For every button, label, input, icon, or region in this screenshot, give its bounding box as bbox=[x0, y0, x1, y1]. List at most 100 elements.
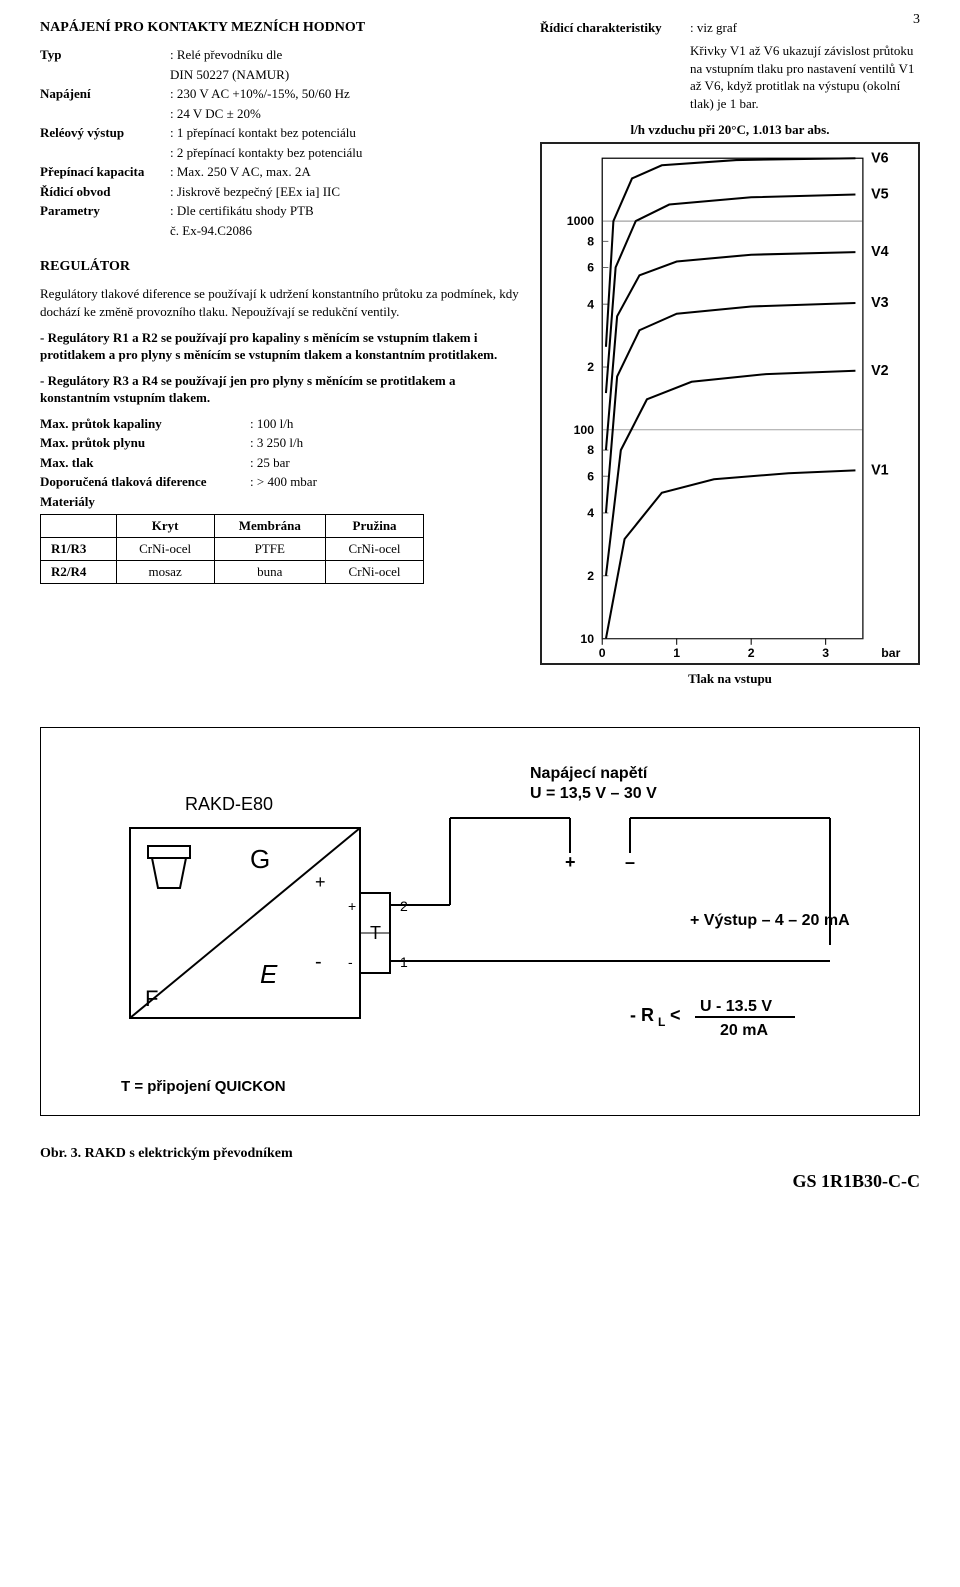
table-row: R2/R4mosazbunaCrNi-ocel bbox=[41, 561, 424, 584]
svg-text:V3: V3 bbox=[871, 295, 889, 311]
svg-text:V4: V4 bbox=[871, 244, 889, 260]
spec-value: : 230 V AC +10%/-15%, 50/60 Hz bbox=[170, 85, 520, 103]
svg-text:+ Výstup – 4 – 20 mA: + Výstup – 4 – 20 mA bbox=[690, 912, 850, 929]
svg-text:T: T bbox=[370, 923, 381, 943]
svg-text:U - 13.5 V: U - 13.5 V bbox=[700, 998, 772, 1015]
spec-value: č. Ex-94.C2086 bbox=[170, 222, 520, 240]
table-cell: R1/R3 bbox=[41, 538, 117, 561]
chart-box: 102468100246810000123barV1V2V3V4V5V6 bbox=[540, 142, 920, 665]
flow-spec-label: Max. tlak bbox=[40, 454, 250, 472]
svg-text:2: 2 bbox=[748, 646, 755, 659]
svg-text:V2: V2 bbox=[871, 363, 889, 379]
spec-label bbox=[40, 222, 170, 240]
spec-value: : 2 přepínací kontakty bez potenciálu bbox=[170, 144, 520, 162]
svg-text:2: 2 bbox=[587, 569, 594, 583]
page-number: 3 bbox=[913, 12, 920, 28]
spec-label bbox=[40, 144, 170, 162]
napajeni-title: NAPÁJENÍ PRO KONTAKTY MEZNÍCH HODNOT bbox=[40, 20, 520, 36]
svg-text:RAKD-E80: RAKD-E80 bbox=[185, 794, 273, 814]
spec-value: : 24 V DC ± 20% bbox=[170, 105, 520, 123]
svg-text:6: 6 bbox=[587, 469, 594, 483]
spec-value: : 1 přepínací kontakt bez potenciálu bbox=[170, 124, 520, 142]
flow-spec-label: Max. průtok kapaliny bbox=[40, 415, 250, 433]
svg-text:-: - bbox=[348, 954, 353, 970]
svg-text:Napájecí napětí: Napájecí napětí bbox=[530, 765, 648, 782]
spec-label: Řídicí obvod bbox=[40, 183, 170, 201]
svg-text:100: 100 bbox=[574, 423, 595, 437]
flow-spec-value: : 100 l/h bbox=[250, 415, 520, 433]
table-cell: mosaz bbox=[116, 561, 214, 584]
chart-caption-bottom: Tlak na vstupu bbox=[540, 671, 920, 687]
svg-text:0: 0 bbox=[599, 646, 606, 659]
spec-row: : 2 přepínací kontakty bez potenciálu bbox=[40, 144, 520, 162]
spec-label: Přepínací kapacita bbox=[40, 163, 170, 181]
flow-specs: Max. průtok kapaliny: 100 l/hMax. průtok… bbox=[40, 415, 520, 511]
spec-value: DIN 50227 (NAMUR) bbox=[170, 66, 520, 84]
spec-value: : Max. 250 V AC, max. 2A bbox=[170, 163, 520, 181]
table-cell: R2/R4 bbox=[41, 561, 117, 584]
chart-caption-top: l/h vzduchu při 20°C, 1.013 bar abs. bbox=[540, 122, 920, 138]
flow-spec-row: Materiály bbox=[40, 493, 520, 511]
svg-text:10: 10 bbox=[580, 632, 594, 646]
spec-label: Reléový výstup bbox=[40, 124, 170, 142]
flow-spec-value bbox=[250, 493, 520, 511]
spec-row: Přepínací kapacita: Max. 250 V AC, max. … bbox=[40, 163, 520, 181]
svg-text:E: E bbox=[260, 959, 278, 989]
svg-text:2: 2 bbox=[587, 360, 594, 374]
table-cell: PTFE bbox=[214, 538, 326, 561]
svg-text:-: - bbox=[315, 951, 322, 973]
regulator-p1: Regulátory tlakové diference se používaj… bbox=[40, 285, 520, 320]
regulator-p3: - Regulátory R3 a R4 se používají jen pr… bbox=[40, 372, 520, 407]
table-header: Pružina bbox=[326, 515, 424, 538]
svg-text:3: 3 bbox=[822, 646, 829, 659]
ridici-label: Řídicí charakteristiky bbox=[540, 20, 690, 36]
schematic-box: G+E-FRAKD-E80T2+1-Napájecí napětíU = 13,… bbox=[40, 727, 920, 1116]
ridici-row: Řídicí charakteristiky : viz graf bbox=[540, 20, 920, 36]
spec-label bbox=[40, 66, 170, 84]
flow-spec-value: : > 400 mbar bbox=[250, 473, 520, 491]
svg-text:20 mA: 20 mA bbox=[720, 1022, 768, 1039]
svg-text:bar: bar bbox=[881, 646, 900, 659]
svg-text:G: G bbox=[250, 844, 270, 874]
regulator-p2: - Regulátory R1 a R2 se používají pro ka… bbox=[40, 329, 520, 364]
spec-row: Reléový výstup: 1 přepínací kontakt bez … bbox=[40, 124, 520, 142]
svg-text:–: – bbox=[625, 852, 635, 872]
spec-row: č. Ex-94.C2086 bbox=[40, 222, 520, 240]
svg-text:- R: - R bbox=[630, 1005, 654, 1025]
ridici-value: : viz graf bbox=[690, 20, 920, 36]
footer-code: GS 1R1B30-C-C bbox=[792, 1171, 920, 1192]
svg-text:V6: V6 bbox=[871, 150, 889, 166]
spec-row: : 24 V DC ± 20% bbox=[40, 105, 520, 123]
svg-text:4: 4 bbox=[587, 506, 594, 520]
svg-text:V1: V1 bbox=[871, 463, 889, 479]
table-header: Kryt bbox=[116, 515, 214, 538]
svg-text:6: 6 bbox=[587, 261, 594, 275]
svg-text:V5: V5 bbox=[871, 187, 889, 203]
spec-row: DIN 50227 (NAMUR) bbox=[40, 66, 520, 84]
table-cell: CrNi-ocel bbox=[326, 538, 424, 561]
ridici-description: Křivky V1 až V6 ukazují závislost průtok… bbox=[690, 42, 920, 112]
svg-text:+: + bbox=[565, 852, 576, 872]
svg-text:8: 8 bbox=[587, 235, 594, 249]
flow-spec-row: Max. průtok kapaliny: 100 l/h bbox=[40, 415, 520, 433]
spec-value: : Dle certifikátu shody PTB bbox=[170, 202, 520, 220]
svg-text:+: + bbox=[348, 898, 356, 914]
material-table: KrytMembránaPružina R1/R3CrNi-ocelPTFECr… bbox=[40, 514, 424, 584]
svg-text:1000: 1000 bbox=[567, 214, 594, 228]
svg-text:8: 8 bbox=[587, 443, 594, 457]
svg-text:F: F bbox=[145, 986, 158, 1011]
table-header: Membrána bbox=[214, 515, 326, 538]
flow-spec-value: : 25 bar bbox=[250, 454, 520, 472]
svg-text:<: < bbox=[670, 1005, 681, 1025]
spec-label: Parametry bbox=[40, 202, 170, 220]
spec-value: : Jiskrově bezpečný [EEx ia] IIC bbox=[170, 183, 520, 201]
svg-text:U = 13,5 V – 30 V: U = 13,5 V – 30 V bbox=[530, 785, 657, 802]
napajeni-spec-list: Typ: Relé převodníku dle DIN 50227 (NAMU… bbox=[40, 46, 520, 239]
table-cell: buna bbox=[214, 561, 326, 584]
chart-svg: 102468100246810000123barV1V2V3V4V5V6 bbox=[546, 148, 914, 659]
quickon-label: T = připojení QUICKON bbox=[121, 1078, 899, 1095]
flow-spec-label: Max. průtok plynu bbox=[40, 434, 250, 452]
spec-label bbox=[40, 105, 170, 123]
table-cell: CrNi-ocel bbox=[116, 538, 214, 561]
svg-text:4: 4 bbox=[587, 297, 594, 311]
